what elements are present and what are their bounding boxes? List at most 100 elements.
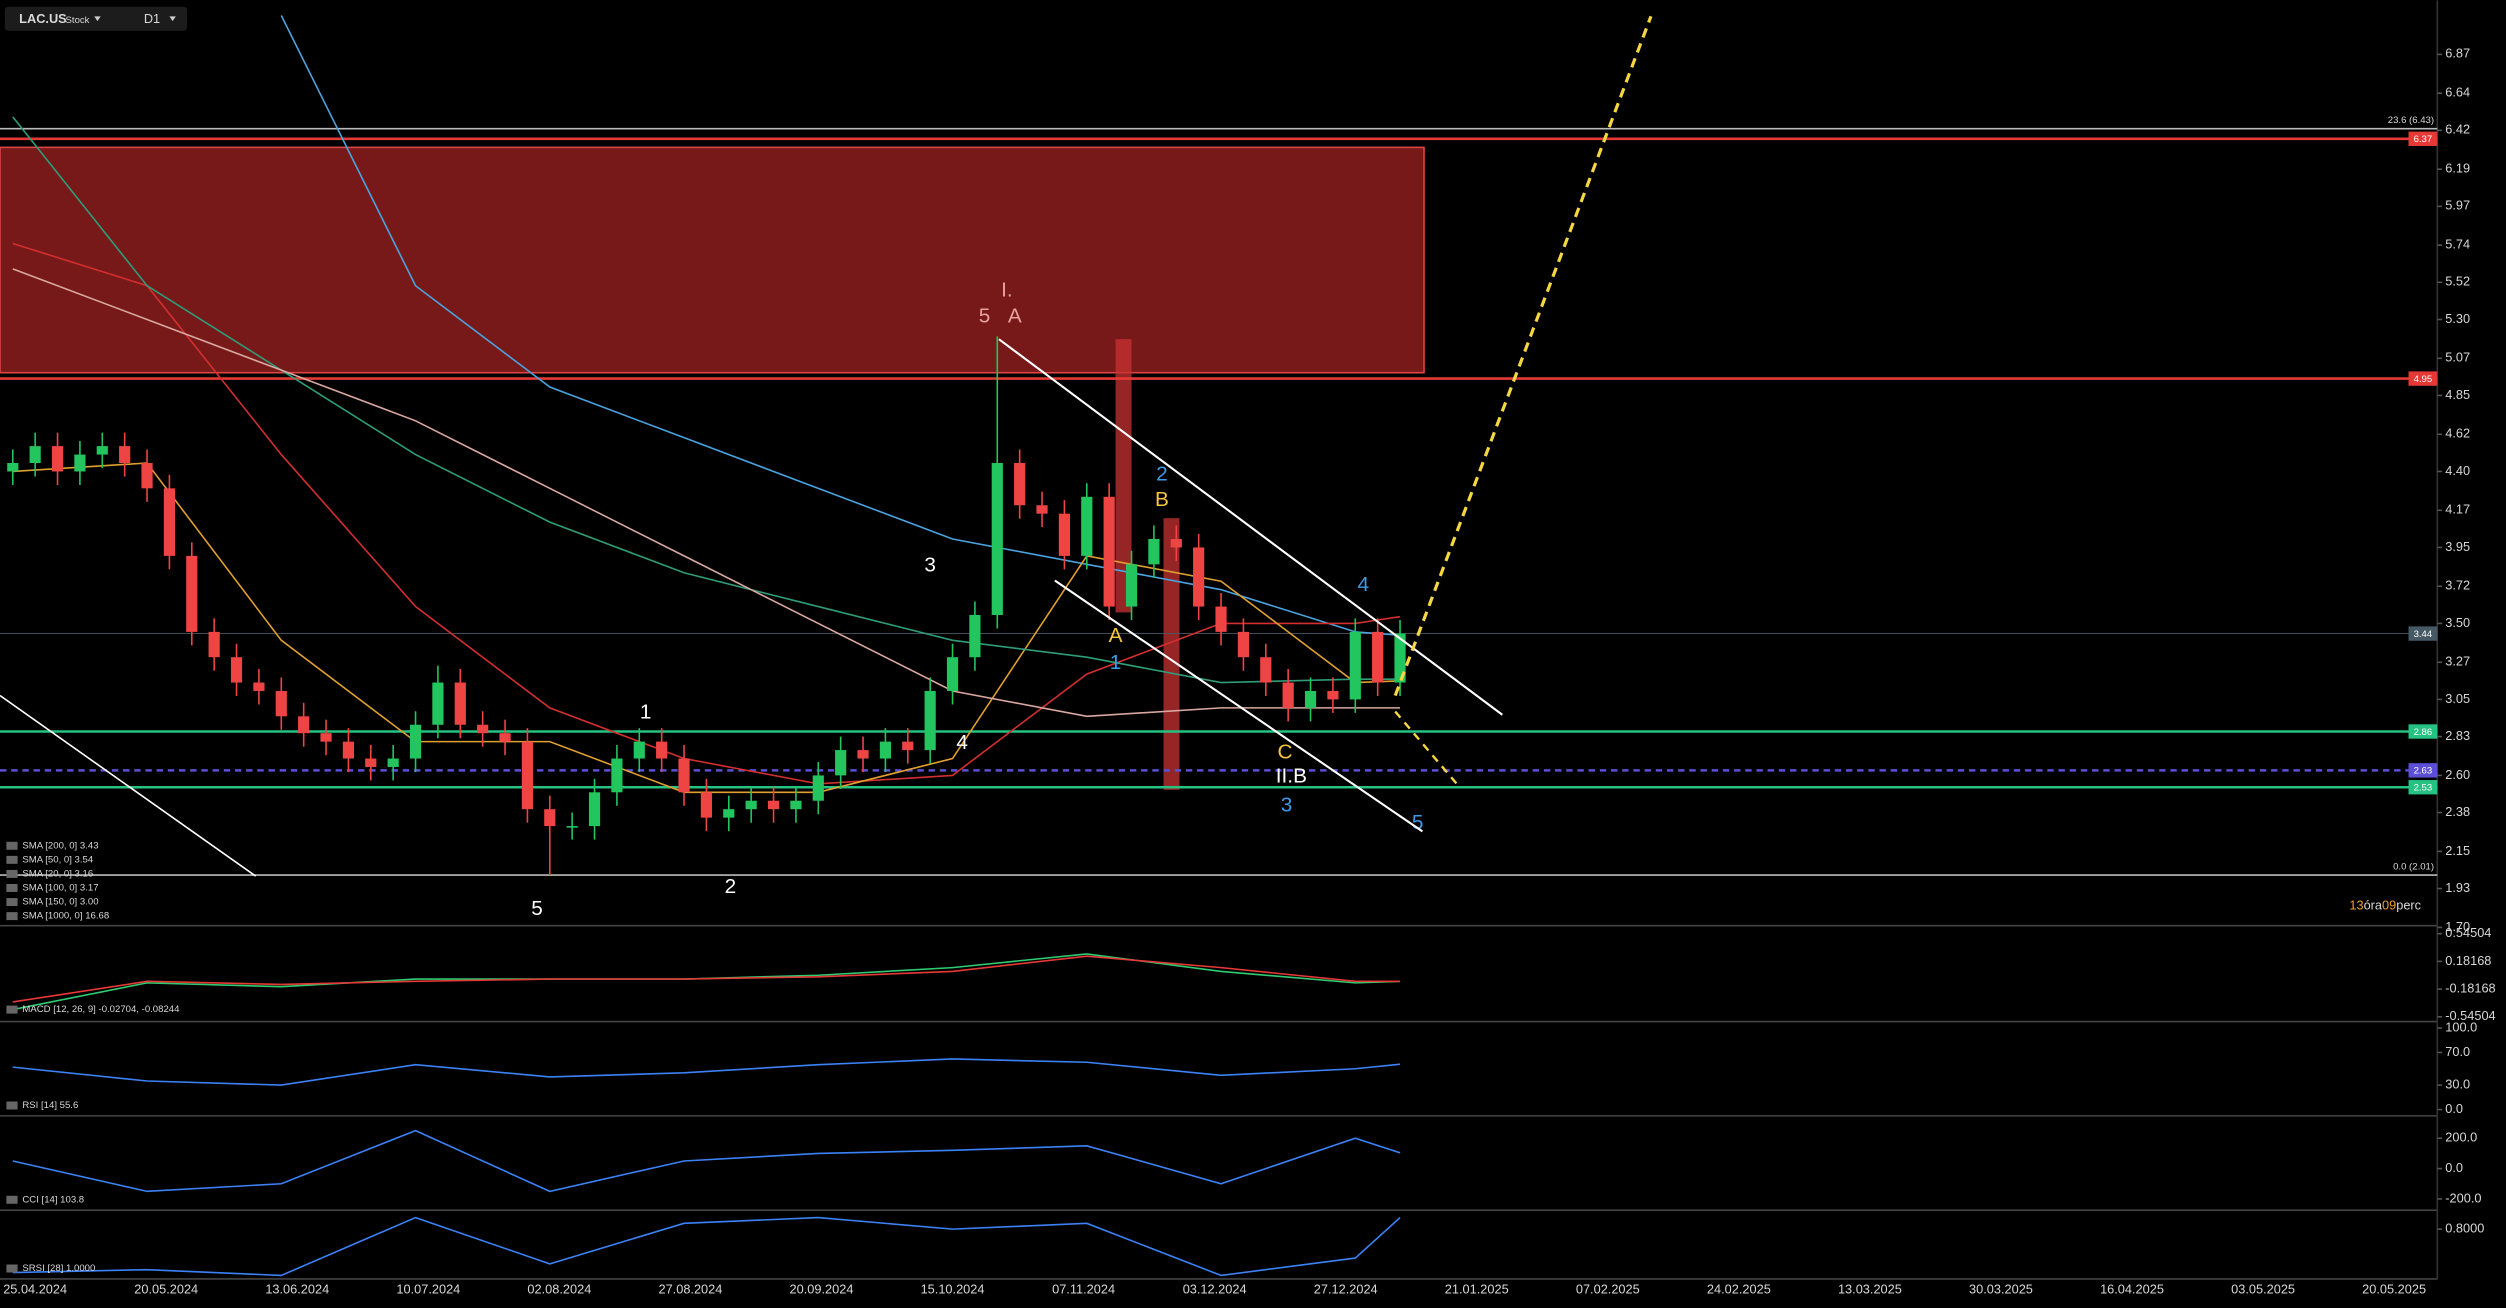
candle-body xyxy=(969,614,981,658)
candle-body xyxy=(320,733,332,742)
indicator-line xyxy=(12,1216,1401,1277)
wave-label: C xyxy=(1277,741,1292,764)
wave-label: 5 xyxy=(979,304,991,327)
legend-entry: SMA [100, 0] 3.17 xyxy=(22,883,98,894)
price-tag xyxy=(2408,131,2438,146)
indicator-line xyxy=(12,955,1401,1003)
candle-body xyxy=(163,488,176,556)
countdown-unit: óra xyxy=(2364,898,2383,913)
x-tick-label: 15.10.2024 xyxy=(921,1281,985,1296)
dropdown-icon[interactable] xyxy=(94,16,101,22)
wave-label: 4 xyxy=(1357,573,1369,596)
wave-label: 1 xyxy=(640,701,652,724)
candle-body xyxy=(1014,463,1026,506)
y-tick-label: -200.0 xyxy=(2445,1190,2481,1205)
toolbar[interactable]: LAC.US Stock D1 xyxy=(4,6,187,31)
channel-line xyxy=(998,338,1503,716)
candle-body xyxy=(611,758,623,793)
trend-line xyxy=(0,694,257,877)
y-tick-label: 100.0 xyxy=(2445,1019,2477,1034)
projection-line xyxy=(1393,15,1653,697)
y-tick-label: 2.60 xyxy=(2445,767,2470,782)
candle-body xyxy=(767,800,780,810)
dropdown-icon[interactable] xyxy=(169,16,176,22)
wave-label: A xyxy=(1008,304,1022,327)
candle-body xyxy=(409,724,422,759)
candle-body xyxy=(119,446,131,464)
y-tick-label: 6.87 xyxy=(2445,46,2470,61)
candle-body xyxy=(342,741,355,759)
y-tick-label: 3.72 xyxy=(2445,578,2470,593)
candle-body xyxy=(1081,496,1093,556)
candle-body xyxy=(477,724,489,734)
x-tick-label: 24.02.2025 xyxy=(1707,1281,1771,1296)
y-tick-label: 3.95 xyxy=(2445,539,2470,554)
y-tick-label: 2.38 xyxy=(2445,804,2470,819)
x-tick-label: 27.08.2024 xyxy=(658,1281,722,1296)
y-tick-label: 5.07 xyxy=(2445,350,2470,365)
x-tick-label: 21.01.2025 xyxy=(1445,1281,1509,1296)
y-tick-label: 4.62 xyxy=(2445,426,2470,441)
legend-icon xyxy=(6,1005,18,1014)
candle-body xyxy=(1372,631,1384,683)
y-tick-label: 5.74 xyxy=(2445,237,2470,252)
candle-body xyxy=(1349,631,1361,700)
y-tick-label: 2.15 xyxy=(2445,843,2470,858)
projection-line xyxy=(1394,710,1461,788)
candle-body xyxy=(1148,539,1160,565)
candle-body xyxy=(1260,657,1272,683)
candle-body xyxy=(812,775,824,801)
candle-body xyxy=(1215,606,1227,632)
x-tick-label: 02.08.2024 xyxy=(527,1281,591,1296)
y-tick-label: 4.40 xyxy=(2445,463,2470,478)
candle-body xyxy=(275,690,287,717)
x-tick-label: 07.02.2025 xyxy=(1576,1281,1640,1296)
legend-icon xyxy=(6,1195,18,1204)
indicator-line xyxy=(12,1129,1401,1193)
countdown-minutes: 09 xyxy=(2382,898,2396,913)
legend-entry: SMA [1000, 0] 16.68 xyxy=(22,911,109,922)
candle-body xyxy=(7,463,19,472)
candle-body xyxy=(1058,513,1071,556)
candle-body xyxy=(857,750,869,759)
wave-label: B xyxy=(1155,488,1169,511)
x-tick-label: 10.07.2024 xyxy=(396,1281,460,1296)
x-tick-label: 13.06.2024 xyxy=(265,1281,329,1296)
y-tick-label: 0.0 xyxy=(2445,1160,2463,1175)
candle-body xyxy=(186,555,198,632)
legend-entry: SMA [200, 0] 3.43 xyxy=(22,840,98,851)
legend-entry: SMA [50, 0] 3.54 xyxy=(22,854,93,865)
candle-body xyxy=(29,446,41,464)
x-tick-label: 16.04.2025 xyxy=(2100,1281,2164,1296)
x-tick-label: 03.12.2024 xyxy=(1183,1281,1247,1296)
legend-icon xyxy=(6,1264,18,1273)
candle-body xyxy=(521,741,534,810)
price-tag-label: 3.44 xyxy=(2414,629,2433,640)
candle-body xyxy=(902,741,914,751)
wave-label: 3 xyxy=(924,554,936,577)
price-tag-label: 6.37 xyxy=(2414,134,2433,145)
price-tag xyxy=(2408,724,2438,739)
timeframe[interactable]: D1 xyxy=(144,11,160,26)
y-tick-label: 0.54504 xyxy=(2445,925,2491,940)
toolbar-bg xyxy=(4,6,187,31)
highlight-bar xyxy=(1163,518,1180,790)
wave-label: 3 xyxy=(1281,793,1293,816)
y-tick-label: 200.0 xyxy=(2445,1130,2477,1145)
candle-body xyxy=(544,809,556,827)
legend-entry: SMA [150, 0] 3.00 xyxy=(22,897,98,908)
symbol[interactable]: LAC.US xyxy=(19,11,67,26)
candle-body xyxy=(633,741,645,759)
highlight-bar xyxy=(1115,339,1132,613)
indicator-legend: CCI [14] 103.8 xyxy=(22,1194,84,1205)
countdown: 13óra09perc xyxy=(2349,898,2421,913)
candle-body xyxy=(1193,547,1205,607)
countdown-hours: 13 xyxy=(2349,898,2363,913)
y-tick-label: -0.54504 xyxy=(2445,1008,2495,1023)
indicator-legend: RSI [14] 55.6 xyxy=(22,1100,78,1111)
wave-label: II.B xyxy=(1276,765,1307,788)
candle-body xyxy=(566,826,578,828)
y-tick-label: 4.17 xyxy=(2445,502,2470,517)
candle-body xyxy=(230,657,243,683)
